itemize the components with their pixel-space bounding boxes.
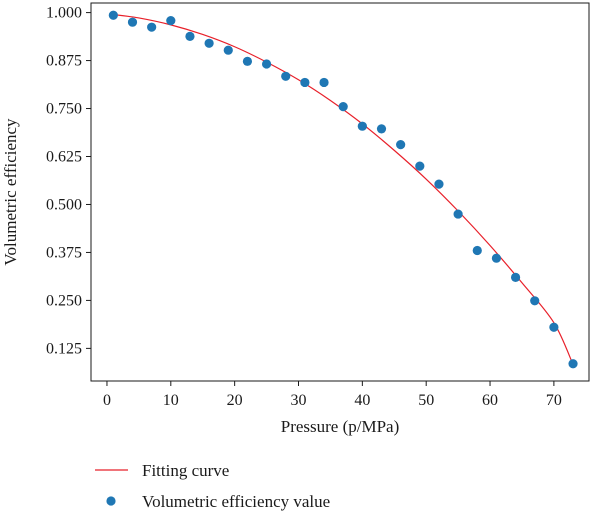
- data-point: [338, 102, 348, 112]
- data-point: [319, 77, 329, 88]
- data-point: [376, 124, 387, 134]
- fitting-curve-line: [113, 13, 574, 365]
- data-point: [204, 38, 214, 48]
- x-tick-label: 0: [103, 392, 111, 409]
- data-point: [223, 45, 233, 55]
- x-tick-label: 60: [482, 392, 498, 409]
- legend-label-efficiency-value: Volumetric efficiency value: [142, 492, 330, 511]
- data-point: [472, 245, 482, 256]
- y-tick-label: 0.875: [46, 53, 82, 70]
- y-tick-label: 0.750: [46, 101, 82, 118]
- data-point: [510, 272, 521, 282]
- data-point: [127, 17, 138, 27]
- data-point: [166, 16, 176, 26]
- data-point: [261, 59, 272, 69]
- x-tick-label: 10: [163, 392, 179, 409]
- y-axis-ticks: 0.125 0.250 0.375 0.500 0.625 0.750 0.875 1.000: [46, 5, 91, 357]
- y-tick-label: 0.250: [46, 292, 82, 309]
- data-point: [491, 253, 502, 263]
- data-point: [281, 71, 291, 81]
- x-tick-label: 30: [291, 392, 307, 409]
- y-tick-label: 0.125: [46, 340, 82, 357]
- legend-label-fitting-curve: Fitting curve: [142, 461, 229, 480]
- data-point: [530, 296, 540, 306]
- legend: Fitting curve Volumetric efficiency valu…: [95, 461, 330, 511]
- y-tick-label: 0.500: [46, 196, 82, 213]
- x-tick-label: 50: [418, 392, 434, 409]
- data-point: [147, 22, 157, 32]
- data-point: [108, 10, 118, 20]
- plot-frame: [90, 2, 590, 382]
- data-point: [357, 121, 367, 131]
- y-tick-label: 0.375: [46, 244, 82, 261]
- data-point: [453, 209, 463, 219]
- series-layer: [108, 10, 578, 369]
- data-point: [396, 140, 406, 150]
- data-point: [300, 77, 310, 88]
- x-axis-label: Pressure (p/MPa): [281, 417, 400, 436]
- data-point: [434, 179, 444, 189]
- y-tick-label: 1.000: [46, 5, 82, 22]
- data-point: [185, 31, 195, 41]
- data-point: [242, 56, 253, 66]
- x-tick-label: 20: [227, 392, 243, 409]
- data-point: [568, 359, 578, 369]
- legend-marker-swatch: [106, 496, 116, 506]
- data-point: [415, 161, 425, 171]
- x-axis-ticks: 0 10 20 30 40 50 60 70: [103, 381, 562, 409]
- y-axis-label: Volumetric efficiency: [1, 118, 20, 266]
- x-tick-label: 70: [546, 392, 562, 409]
- y-tick-label: 0.625: [46, 149, 82, 166]
- data-point: [549, 322, 559, 332]
- x-tick-label: 40: [354, 392, 370, 409]
